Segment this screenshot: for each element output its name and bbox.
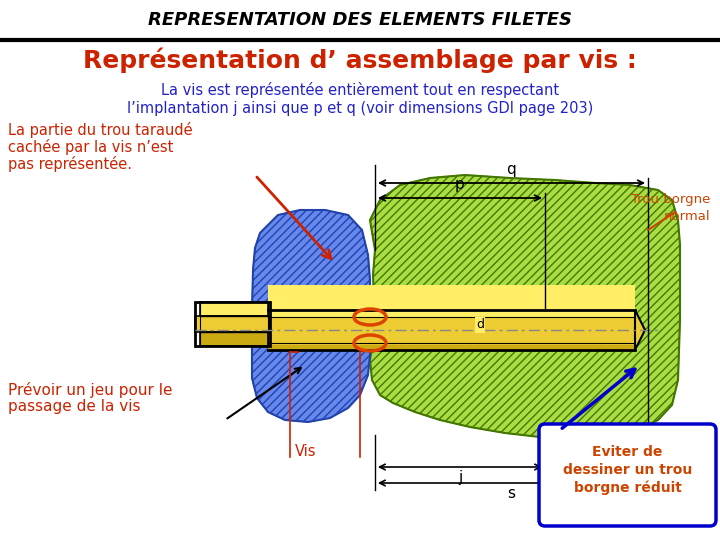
Bar <box>0 0 720 40</box>
Bar <box>268 285 635 315</box>
Text: q: q <box>506 162 516 177</box>
FancyBboxPatch shape <box>539 424 716 526</box>
Bar <box>268 345 635 350</box>
Bar <box>200 302 268 316</box>
Text: l’implantation j ainsi que p et q (voir dimensions GDI page 203): l’implantation j ainsi que p et q (voir … <box>127 100 593 116</box>
Text: passage de la vis: passage de la vis <box>8 400 140 415</box>
Text: Trou borgne: Trou borgne <box>631 193 710 206</box>
Text: Vis: Vis <box>295 444 317 460</box>
Text: cachée par la vis n’est: cachée par la vis n’est <box>8 139 174 155</box>
Bar <box>195 302 270 346</box>
Bar <box>195 316 270 332</box>
Bar <box>268 313 635 318</box>
Text: La partie du trou taraudé: La partie du trou taraudé <box>8 122 193 138</box>
Text: La vis est représentée entièrement tout en respectant: La vis est représentée entièrement tout … <box>161 82 559 98</box>
Text: Représentation d’ assemblage par vis :: Représentation d’ assemblage par vis : <box>83 47 637 73</box>
Text: j: j <box>458 470 462 485</box>
Text: borgne réduit: borgne réduit <box>574 481 681 495</box>
Text: normal: normal <box>663 211 710 224</box>
Text: REPRESENTATION DES ELEMENTS FILETES: REPRESENTATION DES ELEMENTS FILETES <box>148 11 572 29</box>
Text: p: p <box>455 177 465 192</box>
Polygon shape <box>635 310 645 350</box>
Text: s: s <box>507 486 515 501</box>
Polygon shape <box>370 175 680 438</box>
Text: dessiner un trou: dessiner un trou <box>563 463 692 477</box>
Text: Eviter de: Eviter de <box>593 445 662 459</box>
Text: d: d <box>476 319 484 332</box>
Text: Prévoir un jeu pour le: Prévoir un jeu pour le <box>8 382 173 398</box>
Bar <box>268 310 635 350</box>
Bar <box>200 332 268 346</box>
Text: pas représentée.: pas représentée. <box>8 156 132 172</box>
Polygon shape <box>252 210 370 422</box>
